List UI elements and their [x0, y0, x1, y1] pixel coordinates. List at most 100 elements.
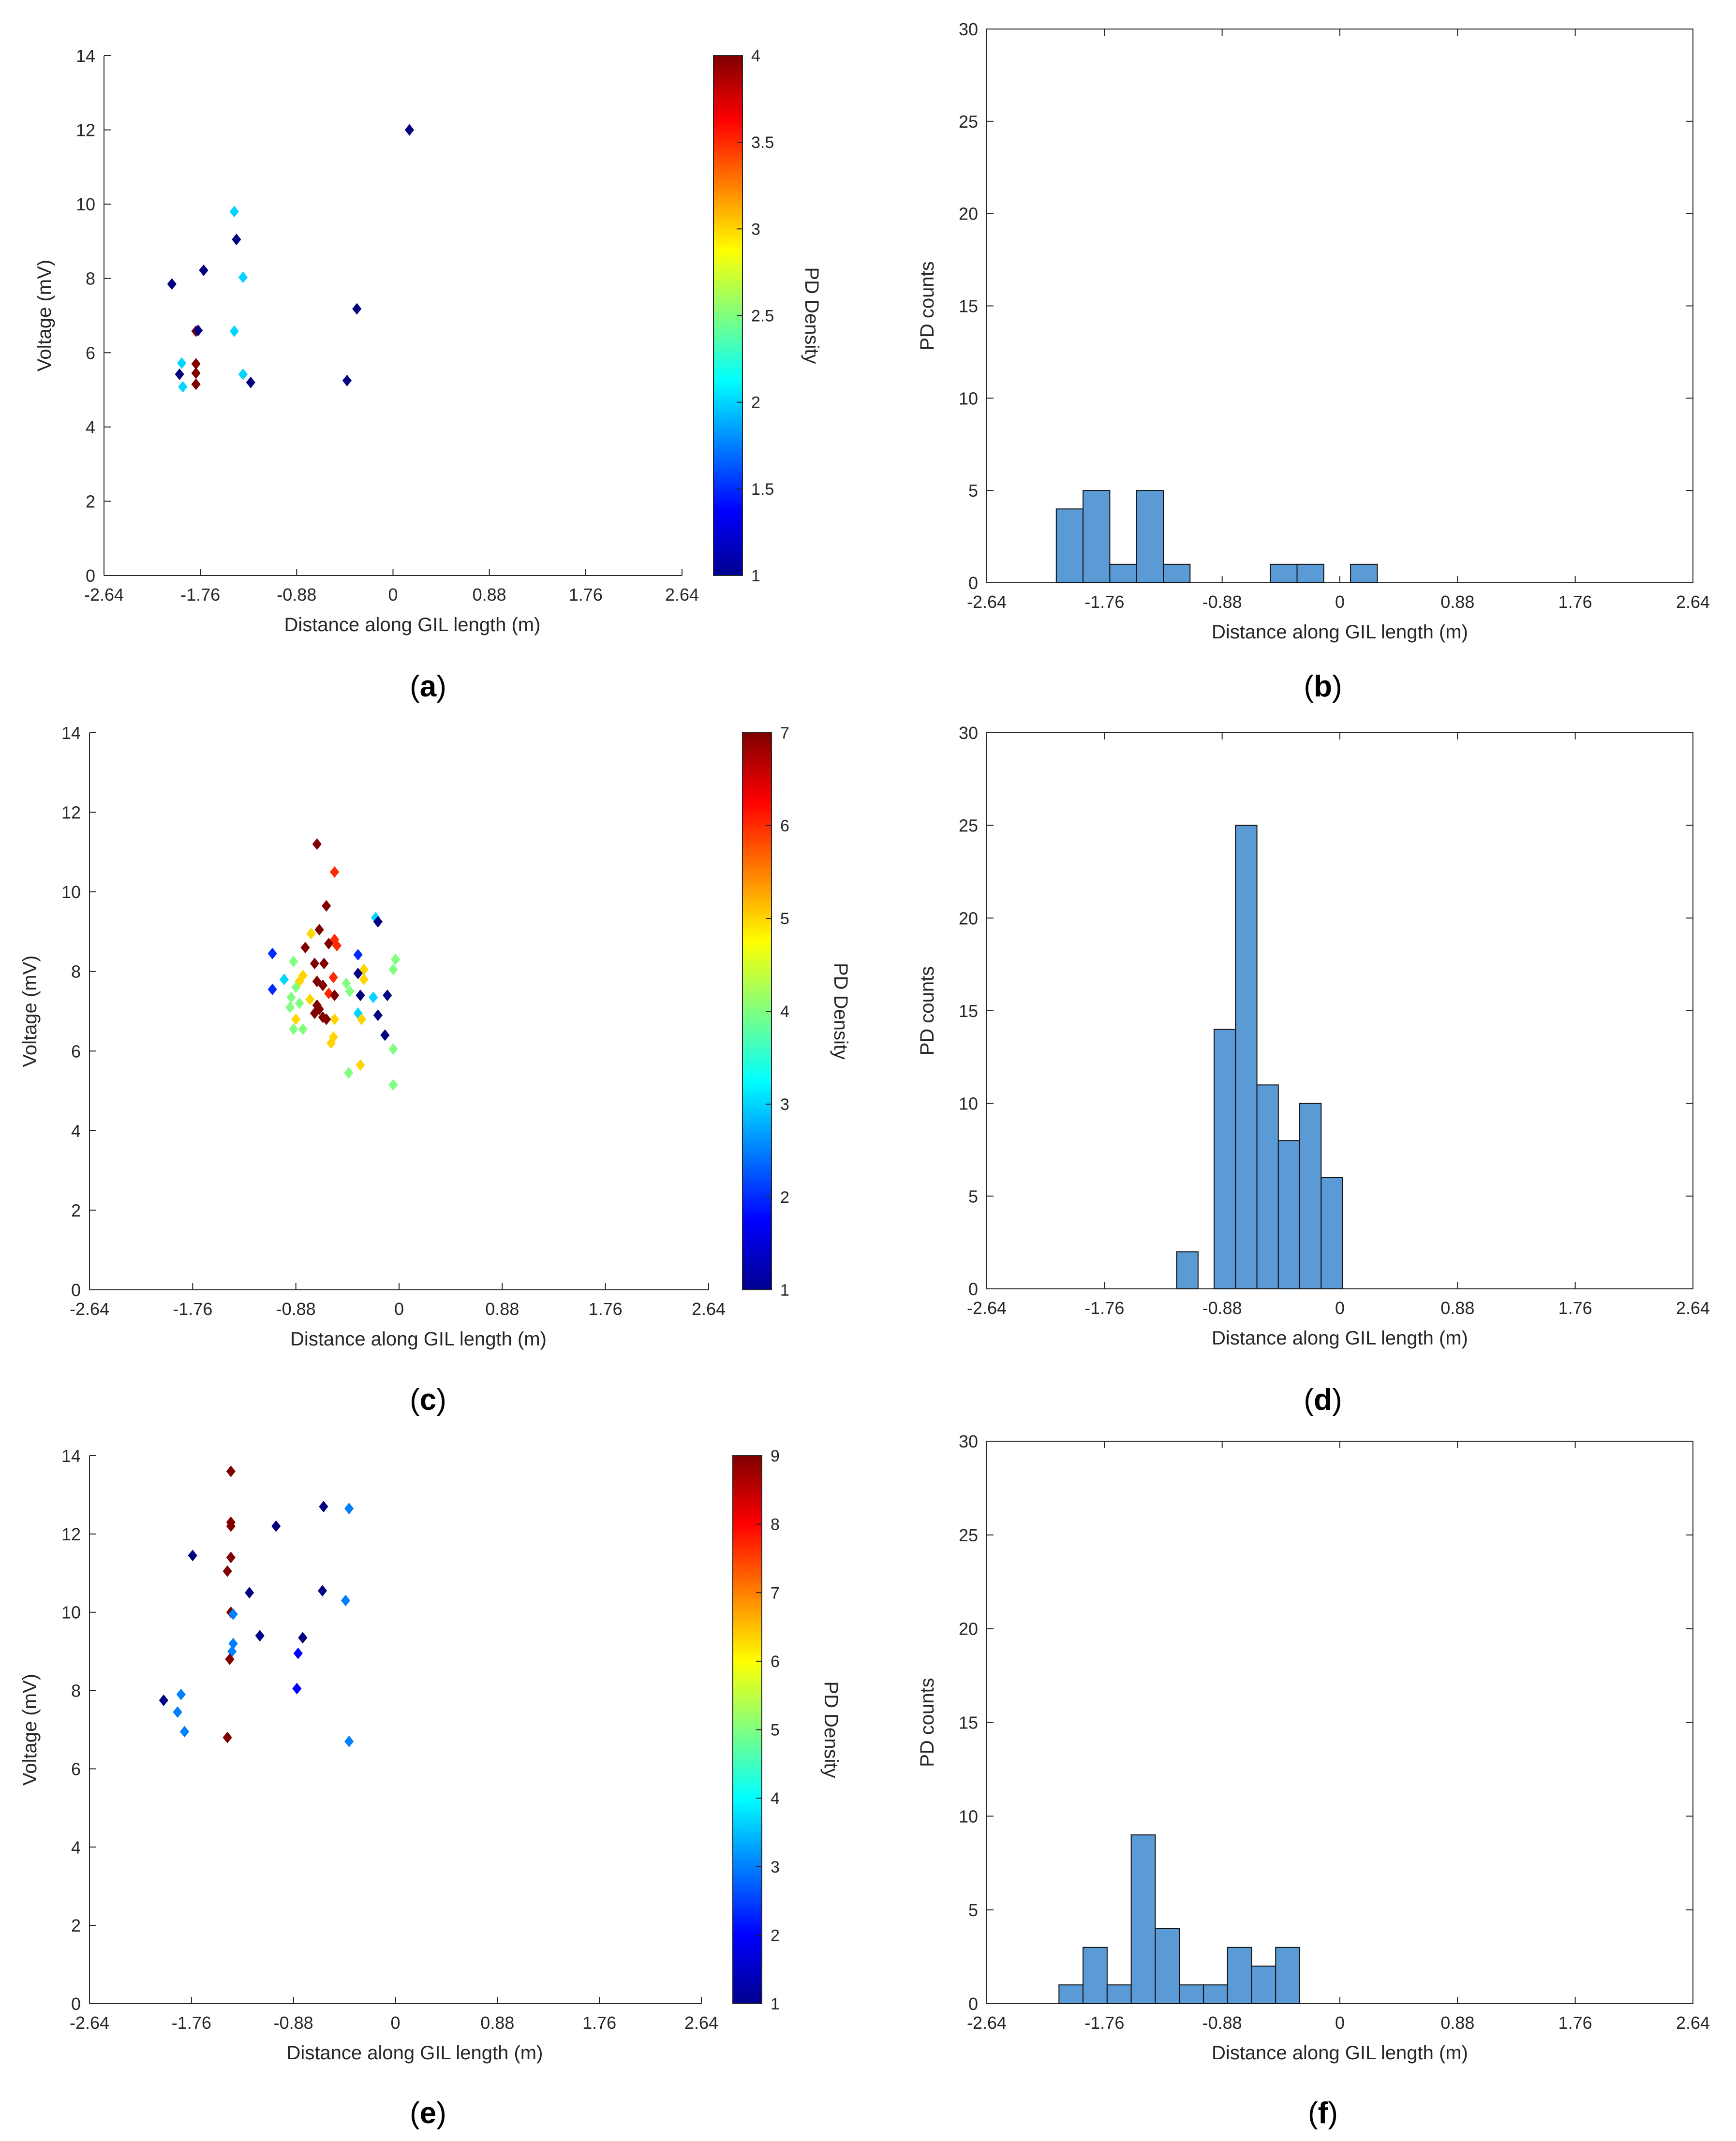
scatter-point [332, 940, 342, 952]
scatter-point [176, 1688, 186, 1700]
x-tick-label: 1.76 [582, 2013, 616, 2033]
y-tick-label: 5 [968, 481, 978, 501]
y-tick-label: 2 [71, 1916, 81, 1935]
scatter-point [159, 1694, 168, 1706]
scatter-point [179, 1726, 190, 1738]
colorbar-tick-label: 2.5 [751, 307, 774, 325]
scatter-point [391, 954, 401, 966]
scatter-point [388, 1043, 398, 1055]
scatter-point [388, 963, 398, 975]
scatter-point [246, 376, 255, 388]
colorbar-tick-label: 3.5 [751, 133, 774, 152]
x-axis-title: Distance along GIL length (m) [284, 614, 541, 635]
y-tick-label: 2 [86, 491, 95, 511]
scatter-point [191, 358, 201, 370]
x-axis-title: Distance along GIL length (m) [1212, 2042, 1468, 2064]
scatter-point [380, 1029, 390, 1041]
histogram-bar [1058, 1984, 1084, 2005]
scatter-point [341, 1595, 351, 1607]
colorbar-tick-label: 4 [771, 1789, 780, 1808]
y-axis-title: Voltage (mV) [34, 260, 55, 371]
y-axis-title: PD counts [917, 1678, 938, 1767]
x-tick-label: 0 [388, 585, 398, 605]
scatter-point [238, 368, 248, 380]
y-tick-label: 4 [86, 417, 95, 437]
scatter-point [267, 947, 277, 960]
scatter-point [356, 1059, 365, 1071]
x-tick-label: 1.76 [1558, 1298, 1592, 1318]
x-tick-label: -1.76 [173, 1299, 212, 1319]
scatter-point [383, 989, 392, 1002]
histogram-bar [1275, 1947, 1301, 2004]
scatter-point [271, 1520, 281, 1532]
scatter-point [298, 1632, 308, 1644]
y-tick-label: 10 [959, 1094, 978, 1114]
scatter-point [345, 985, 355, 997]
panel-f: -2.64 -1.76 -0.88 0 0.88 1.76 2.64 0 5 10 15 20 25 30… [917, 1432, 1710, 2130]
y-tick-label: 14 [61, 1446, 81, 1466]
y-tick-label: 10 [76, 194, 95, 214]
scatter-point [322, 1013, 331, 1025]
scatter-point [223, 1731, 232, 1743]
colorbar-tick-label: 3 [780, 1095, 789, 1114]
y-tick-label: 0 [968, 1279, 978, 1299]
scatter-point [229, 206, 239, 218]
histogram-bar [1256, 1084, 1279, 1289]
scatter-point [344, 1735, 354, 1747]
x-tick-label: 2.64 [684, 2013, 718, 2033]
y-tick-label: 4 [71, 1837, 81, 1857]
x-tick-label: -1.76 [1084, 1298, 1124, 1318]
scatter-point [300, 942, 310, 954]
y-tick-label: 10 [61, 882, 81, 902]
colorbar-tick-label: 4 [780, 1003, 789, 1021]
histogram-bar [1055, 508, 1084, 584]
y-tick-label: 10 [959, 1806, 978, 1826]
x-tick-label: 0.88 [1440, 1298, 1474, 1318]
scatter-point [353, 1007, 363, 1019]
colorbar-title: PD Density [801, 267, 822, 364]
x-tick-label: 1.76 [589, 1299, 623, 1319]
scatter-point [255, 1630, 265, 1642]
x-tick-label: 1.76 [1558, 592, 1592, 612]
scatter-point [353, 949, 363, 961]
scatter-point [295, 997, 304, 1009]
y-tick-label: 0 [71, 1994, 81, 2014]
x-axis-title: Distance along GIL length (m) [290, 1329, 547, 1350]
scatter-point [356, 989, 365, 1002]
scatter-point [328, 1031, 338, 1043]
scatter-point [232, 234, 241, 246]
colorbar-tick-label: 1 [751, 567, 760, 585]
x-tick-label: -1.76 [1084, 2013, 1124, 2033]
x-tick-label: -0.88 [277, 585, 316, 605]
scatter-point [318, 979, 328, 991]
y-tick-label: 6 [71, 1759, 81, 1779]
scatter-point [223, 1565, 232, 1577]
histogram-bar [1136, 490, 1164, 584]
colorbar-tick-label: 1 [780, 1281, 789, 1299]
panel-a: -2.64 -1.76 -0.88 0 0.88 1.76 2.6402468101214D… [34, 46, 822, 703]
panel-label: (c) [410, 1383, 446, 1417]
x-tick-label: -2.64 [967, 592, 1007, 612]
histogram-bar [1163, 563, 1191, 584]
scatter-point [286, 991, 296, 1004]
histogram-bar [1251, 1965, 1276, 2004]
scatter-point [404, 124, 415, 136]
scatter-point [291, 981, 301, 993]
scatter-point [326, 1037, 336, 1049]
y-tick-label: 5 [968, 1186, 978, 1206]
y-tick-label: 5 [968, 1900, 978, 1920]
scatter-point [306, 928, 316, 940]
scatter-point [167, 278, 177, 290]
scatter-point [344, 1067, 354, 1079]
y-axis-title: PD counts [917, 966, 938, 1056]
scatter-point [322, 900, 331, 912]
y-tick-label: 4 [71, 1121, 81, 1141]
x-tick-label: 2.64 [665, 585, 699, 605]
y-tick-label: 0 [968, 573, 978, 593]
x-tick-label: 0.88 [473, 585, 506, 605]
y-tick-label: 20 [959, 204, 978, 224]
scatter-point [193, 325, 203, 337]
colorbar-title: PD Density [820, 1681, 842, 1778]
scatter-point [342, 374, 352, 386]
y-tick-label: 14 [61, 723, 81, 743]
